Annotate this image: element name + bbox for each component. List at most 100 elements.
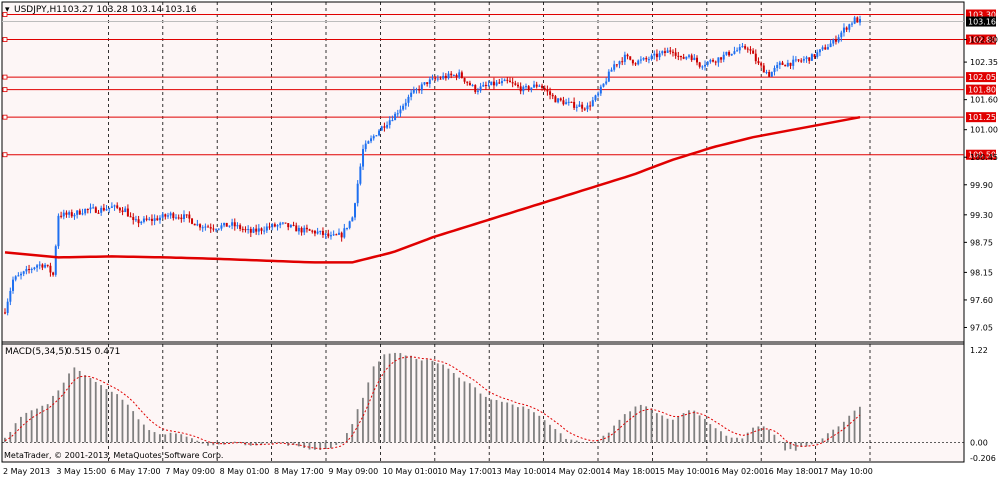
macd-bar [671,419,674,443]
candle-body [329,235,332,237]
candle-body [514,83,517,85]
candle-body [784,64,787,67]
candle-body [655,53,658,58]
candle-body [658,53,661,58]
candle-body [538,85,541,87]
y-tick-label: 98.15 [970,268,993,277]
candle-body [140,221,143,224]
macd-bar [704,418,706,443]
level-handle [2,12,8,17]
x-tick-label: 17 May 10:00 [818,467,873,476]
candle-body [578,104,581,107]
candle-body [527,86,530,90]
macd-bar [265,442,268,444]
candle-body [813,54,816,57]
candle-body [335,234,338,236]
candle-body [704,64,707,67]
macd-bar [313,442,316,450]
macd-bar [52,395,54,443]
candle-body [321,230,324,235]
candle-body [856,17,859,23]
macd-bar [431,360,434,443]
macd-bar [832,429,835,443]
candle-body [156,218,159,221]
candle-body [530,87,533,90]
candle-body [546,89,549,92]
candle-body [722,54,725,60]
candle-body [289,224,292,228]
macd-bar [570,439,573,443]
candle-body [551,94,554,97]
candle-body [533,84,536,88]
candle-body [853,17,856,24]
candle-body [832,39,835,44]
macd-bar [495,400,498,443]
macd-bar [650,408,653,443]
macd-tick-label: -0.206 [970,454,996,463]
candle-body [265,226,268,231]
candle-body [14,276,17,280]
candle-body [199,224,202,228]
candle-body [228,225,231,227]
candle-body [810,54,813,61]
candle-body [351,217,354,222]
macd-bar [484,396,487,443]
macd-bar [281,442,284,443]
candle-body [81,213,84,215]
macd-bar [41,405,44,443]
candle-body [786,62,789,67]
candle-body [639,59,642,61]
candle-body [621,61,624,63]
candle-body [134,219,137,221]
macd-bar [565,438,567,443]
candle-body [447,73,450,79]
candle-body [399,109,402,114]
candle-body [498,82,501,84]
candle-body [500,81,503,84]
candle-body [754,53,757,62]
candle-body [354,203,357,218]
candle-body [829,43,832,48]
candle-body [402,105,405,110]
current-price-tag [966,16,996,27]
macd-bar [36,408,38,443]
macd-bar [68,373,70,443]
candle-body [842,27,845,33]
candle-body [388,120,391,125]
candle-body [423,82,426,85]
macd-bar [757,426,760,443]
candle-body [671,51,674,53]
candle-body [613,64,616,70]
candle-body [618,61,621,65]
candle-body [824,47,827,50]
candle-body [415,89,418,91]
candle-body [281,222,284,224]
macd-signal-line [4,356,861,450]
candle-body [575,106,578,108]
macd-bar [158,434,161,443]
candle-body [324,233,327,235]
candle-body [287,223,290,228]
chart-menu-icon[interactable]: ▾ [5,5,10,15]
macd-bar [84,375,86,443]
candle-body [255,228,258,232]
moving-average-line [4,115,861,264]
candle-body [375,135,378,137]
candle-body [733,51,736,54]
candle-body [132,217,135,221]
candle-body [279,223,282,226]
y-tick-label: 102.35 [970,58,998,67]
candle-body [594,95,597,101]
candle-body [22,271,25,274]
candle-body [821,47,824,50]
candle-body [840,32,843,38]
candle-body [589,105,592,107]
macd-bar [762,426,765,443]
macd-bar [153,432,156,443]
candle-body [249,228,252,233]
candle-body [233,222,236,227]
macd-bar [698,415,701,443]
macd-bar [25,412,28,443]
